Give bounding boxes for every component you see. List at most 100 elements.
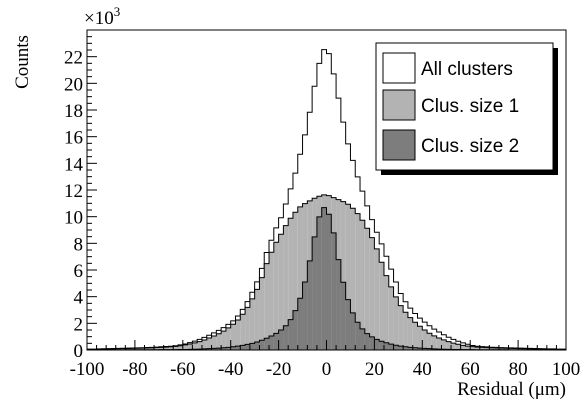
histogram-bin [407, 317, 413, 350]
histogram-bin [249, 298, 255, 350]
x-tick-label: 60 [461, 359, 480, 380]
y-tick-label: 2 [74, 314, 84, 335]
histogram-bin [345, 299, 351, 350]
histogram-bin [431, 348, 437, 350]
histogram-bin [245, 344, 250, 350]
histogram-bin [149, 347, 155, 350]
histogram-bin [360, 328, 365, 350]
histogram-bin [273, 333, 279, 350]
x-tick-label: -40 [218, 359, 243, 380]
histogram-bin [264, 338, 270, 350]
y-tick-label: 10 [64, 208, 83, 229]
histogram-bin [321, 207, 327, 350]
histogram-bin [297, 206, 303, 350]
histogram-bin [283, 225, 289, 350]
histogram-bin [403, 312, 408, 350]
histogram-bin [292, 310, 298, 350]
series-clus-size-2 [86, 207, 567, 351]
histogram-bin [383, 275, 389, 350]
histogram-bin [182, 344, 188, 350]
x-tick-label: -80 [122, 359, 147, 380]
histogram-bin [307, 260, 313, 350]
histogram-bin [201, 340, 207, 350]
histogram-bin [383, 342, 389, 350]
legend-label-clus-size-1: Clus. size 1 [421, 96, 519, 117]
histogram-bin [364, 228, 370, 350]
axis-layer: -100 -80 -60 -40 -20 0 20 40 60 80 100 0 2 4 6 8 10 12 14 1… [64, 29, 581, 380]
y-multiplier-base: ×10 [84, 8, 114, 29]
histogram-bin [240, 314, 246, 350]
x-tick-label: 100 [552, 359, 581, 380]
histogram-bin [498, 348, 504, 350]
x-tick-label: 40 [413, 359, 432, 380]
histogram-bin [474, 347, 480, 350]
histogram-bin [350, 208, 356, 350]
histogram-bin [139, 348, 145, 350]
histogram-bin [254, 342, 260, 350]
histogram-bin [216, 333, 222, 350]
histogram-bin [355, 213, 361, 350]
y-tick-label: 20 [64, 74, 83, 95]
y-tick-label: 12 [64, 181, 83, 202]
histogram-bin [154, 347, 159, 350]
histogram-bin [259, 277, 265, 350]
histogram-bin [221, 347, 226, 350]
histogram-bin [235, 320, 241, 350]
histogram-bin [173, 346, 179, 350]
x-axis-title: Residual (μm) [457, 379, 566, 400]
histogram-bin [388, 286, 394, 350]
histogram-bin [412, 322, 418, 350]
y-tick-label: 4 [74, 288, 84, 309]
histogram-bin [374, 248, 380, 350]
histogram-bin [168, 346, 174, 350]
histogram-bin [292, 212, 298, 350]
histogram-layer [86, 49, 567, 351]
histogram-bin [360, 220, 365, 350]
histogram-bin [431, 335, 437, 350]
legend-swatch-clus-size-2 [382, 129, 416, 161]
histogram-bin [316, 216, 322, 350]
y-tick-label: 18 [64, 101, 83, 122]
histogram-bin [393, 296, 399, 350]
histogram-bin [278, 234, 284, 350]
y-axis-title: Counts [12, 35, 33, 89]
histogram-bin [269, 336, 274, 350]
histogram-bin [221, 331, 226, 350]
histogram-bin [211, 336, 217, 350]
histogram-bin [403, 346, 408, 350]
y-tick-label: 22 [64, 48, 83, 69]
y-tick-label: 6 [74, 261, 84, 282]
legend-label-clus-size-2: Clus. size 2 [421, 136, 519, 157]
y-multiplier-exponent: 3 [114, 4, 121, 19]
histogram-bin [144, 348, 150, 350]
histogram-bin [412, 347, 418, 350]
histogram-bin [422, 330, 428, 350]
histogram-bin [518, 348, 523, 350]
histogram-bin [441, 339, 447, 350]
histogram-bin [364, 333, 370, 350]
histogram-bin [192, 342, 198, 350]
histogram-bin [120, 348, 126, 350]
histogram-bin [355, 322, 361, 350]
histogram-bin [197, 341, 202, 350]
histogram-bin [201, 348, 207, 350]
histogram-bin [508, 348, 514, 350]
x-tick-label: -100 [70, 359, 105, 380]
histogram-bin [465, 346, 471, 350]
histogram-bin [407, 347, 413, 350]
histogram-bin [379, 262, 384, 350]
histogram-bin [417, 348, 423, 350]
histogram-bin [264, 263, 270, 350]
histogram-bin [235, 346, 241, 350]
histogram-bin [374, 339, 380, 350]
histogram-bin [297, 298, 303, 350]
x-tick-label: -60 [170, 359, 195, 380]
histogram-bin [451, 343, 456, 350]
histogram-bin [427, 348, 432, 350]
histogram-bin [269, 252, 274, 350]
histogram-bin [379, 341, 384, 350]
histogram-bin [345, 204, 351, 350]
histogram-bin [130, 348, 135, 350]
histogram-bin [369, 336, 375, 350]
